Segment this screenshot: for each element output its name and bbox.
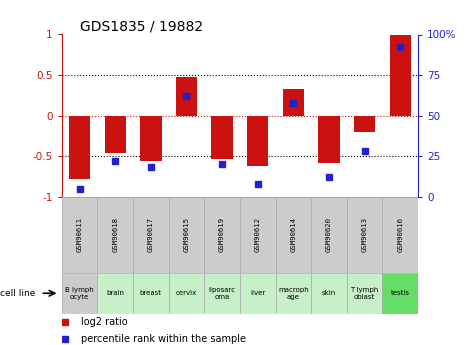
- Bar: [133, 273, 169, 314]
- Text: GSM90615: GSM90615: [183, 217, 190, 252]
- Bar: [240, 197, 276, 273]
- Bar: [97, 197, 133, 273]
- Text: GSM90617: GSM90617: [148, 217, 154, 252]
- Bar: [204, 197, 240, 273]
- Bar: [311, 197, 347, 273]
- Text: GDS1835 / 19882: GDS1835 / 19882: [80, 19, 203, 33]
- Bar: [176, 77, 197, 116]
- Text: B lymph
ocyte: B lymph ocyte: [65, 287, 94, 300]
- Bar: [62, 273, 97, 314]
- Bar: [211, 116, 233, 159]
- Text: macroph
age: macroph age: [278, 287, 309, 300]
- Bar: [390, 35, 411, 116]
- Bar: [169, 273, 204, 314]
- Bar: [276, 273, 311, 314]
- Bar: [133, 197, 169, 273]
- Bar: [104, 116, 126, 153]
- Text: GSM90619: GSM90619: [219, 217, 225, 252]
- Bar: [382, 197, 418, 273]
- Text: GSM90616: GSM90616: [397, 217, 403, 252]
- Text: skin: skin: [322, 290, 336, 296]
- Text: cervix: cervix: [176, 290, 197, 296]
- Bar: [204, 273, 240, 314]
- Text: log2 ratio: log2 ratio: [81, 317, 128, 327]
- Text: testis: testis: [390, 290, 409, 296]
- Text: percentile rank within the sample: percentile rank within the sample: [81, 334, 247, 344]
- Text: GSM90611: GSM90611: [76, 217, 83, 252]
- Text: GSM90612: GSM90612: [255, 217, 261, 252]
- Bar: [283, 89, 304, 116]
- Bar: [69, 116, 90, 179]
- Bar: [62, 197, 97, 273]
- Bar: [347, 197, 382, 273]
- Bar: [318, 116, 340, 162]
- Bar: [247, 116, 268, 166]
- Text: liver: liver: [250, 290, 266, 296]
- Text: cell line: cell line: [0, 289, 36, 298]
- Text: T lymph
oblast: T lymph oblast: [351, 287, 379, 300]
- Bar: [140, 116, 162, 161]
- Bar: [347, 273, 382, 314]
- Bar: [354, 116, 375, 132]
- Bar: [311, 273, 347, 314]
- Text: breast: breast: [140, 290, 162, 296]
- Text: liposarc
oma: liposarc oma: [209, 287, 236, 300]
- Bar: [240, 273, 276, 314]
- Bar: [276, 197, 311, 273]
- Bar: [169, 197, 204, 273]
- Bar: [97, 273, 133, 314]
- Text: GSM90618: GSM90618: [112, 217, 118, 252]
- Text: brain: brain: [106, 290, 124, 296]
- Bar: [382, 273, 418, 314]
- Text: GSM90613: GSM90613: [361, 217, 368, 252]
- Text: GSM90614: GSM90614: [290, 217, 296, 252]
- Text: GSM90620: GSM90620: [326, 217, 332, 252]
